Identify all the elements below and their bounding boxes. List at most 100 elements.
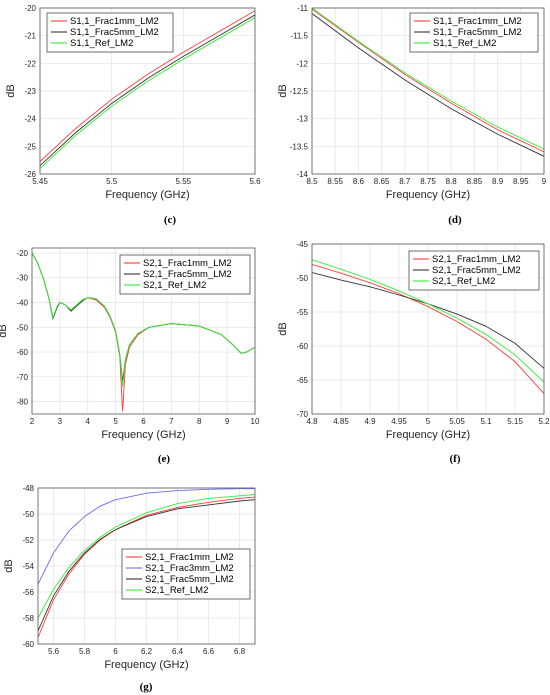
y-axis-label: dB: [5, 84, 17, 97]
legend-box: [408, 250, 540, 291]
x-tick-label: 8.8: [446, 177, 458, 186]
x-tick-label: 8.7: [399, 177, 411, 186]
y-tick-label: -70: [16, 373, 28, 382]
y-tick-label: -11.5: [290, 32, 308, 41]
x-tick-label: 8.75: [420, 177, 436, 186]
y-tick-label: -48: [22, 484, 34, 493]
x-tick-label: 5.05: [449, 417, 465, 426]
x-tick-label: 5.2: [538, 417, 550, 426]
legend-entry: S1,1_Frac5mm_LM2: [70, 27, 159, 38]
chart-panel-g: 5.6 5.8 6 6.2 6.4 6.6 6.8 -60 -58 -56 -54 -52 -50 -48…: [3, 484, 256, 693]
series-line-S2,1_Ref_LM2: [38, 494, 255, 619]
y-tick-label: -70: [296, 410, 308, 419]
series-line-S1,1_Frac5mm_LM2: [312, 13, 544, 157]
y-tick-label: -30: [16, 274, 28, 283]
x-tick-label: 5.45: [32, 177, 48, 186]
y-tick-label: -50: [296, 274, 308, 283]
x-tick-label: 6: [113, 647, 118, 656]
x-axis-label: Frequency (GHz): [104, 659, 188, 671]
y-tick-label: -26: [24, 170, 36, 179]
legend-box: [119, 254, 251, 295]
plot-frame: [37, 487, 256, 645]
y-tick-label: -22: [24, 59, 36, 68]
x-tick-label: 8.65: [374, 177, 390, 186]
x-tick-label: 8.85: [467, 177, 483, 186]
x-tick-label: 6.4: [172, 647, 184, 656]
y-axis-label: dB: [277, 322, 289, 335]
legend-entry: S2,1_Ref_LM2: [432, 276, 495, 287]
plot-frame: [39, 7, 256, 175]
y-axis-label: dB: [0, 324, 9, 337]
series-line-S2,1_Frac5mm_LM2: [38, 499, 255, 632]
legend-entry: S1,1_Frac5mm_LM2: [433, 27, 522, 38]
chart-panel-e: 2 3 4 5 6 7 8 9 10 -80 -70 -60 -50 -40 -30 -20 Frequency…: [0, 247, 260, 465]
legend-entry: S2,1_Frac3mm_LM2: [145, 563, 234, 574]
x-tick-label: 8.6: [353, 177, 365, 186]
legend-entry: S2,1_Frac5mm_LM2: [143, 269, 232, 280]
x-tick-label: 5: [113, 417, 118, 426]
series-line-S2,1_Ref_LM2: [32, 252, 255, 387]
panel-label: (d): [448, 214, 462, 226]
x-axis-label: Frequency (GHz): [105, 189, 189, 201]
x-tick-label: 5.6: [249, 177, 261, 186]
y-axis-label: dB: [277, 84, 289, 97]
y-tick-label: -12: [296, 59, 308, 68]
x-tick-label: 10: [251, 417, 260, 426]
y-tick-label: -25: [24, 142, 36, 151]
x-tick-label: 9: [225, 417, 230, 426]
x-tick-label: 6.2: [141, 647, 153, 656]
x-tick-label: 8.9: [492, 177, 504, 186]
panel-label: (f): [450, 453, 461, 465]
panel-label: (e): [158, 453, 171, 465]
y-tick-label: -40: [16, 299, 28, 308]
series-line-S1,1_Ref_LM2: [40, 17, 255, 169]
x-tick-label: 8.5: [306, 177, 318, 186]
legend-entry: S1,1_Ref_LM2: [70, 38, 133, 49]
y-tick-label: -13.5: [290, 142, 309, 151]
y-tick-label: -20: [16, 249, 28, 258]
panel-label: (g): [140, 681, 153, 693]
y-tick-label: -52: [22, 536, 34, 545]
legend-box: [46, 12, 174, 53]
legend-entry: S2,1_Frac1mm_LM2: [143, 258, 232, 269]
x-tick-label: 2: [30, 417, 35, 426]
legend-entry: S2,1_Ref_LM2: [143, 280, 206, 291]
legend-entry: S1,1_Frac1mm_LM2: [70, 16, 159, 27]
series-line-S1,1_Frac5mm_LM2: [40, 14, 255, 167]
x-tick-label: 7: [169, 417, 174, 426]
x-tick-label: 5.1: [480, 417, 492, 426]
plot-frame: [311, 243, 545, 415]
x-tick-label: 8.95: [513, 177, 529, 186]
y-tick-label: -50: [16, 323, 28, 332]
x-tick-label: 5.8: [79, 647, 91, 656]
y-tick-label: -21: [24, 32, 36, 41]
x-tick-label: 4: [86, 417, 91, 426]
legend: S1,1_Frac1mm_LM2S1,1_Frac5mm_LM2S1,1_Ref…: [409, 12, 539, 53]
y-tick-label: -11: [297, 4, 309, 13]
y-axis-label: dB: [3, 559, 15, 572]
legend-entry: S2,1_Frac1mm_LM2: [432, 254, 521, 265]
x-tick-label: 6.6: [203, 647, 215, 656]
panel-label: (c): [164, 214, 177, 226]
series-line-S1,1_Frac1mm_LM2: [312, 8, 544, 153]
y-tick-label: -80: [16, 398, 28, 407]
y-tick-label: -14: [296, 170, 308, 179]
series-line-S2,1_Frac1mm_LM2: [312, 263, 544, 394]
legend-entry: S1,1_Frac1mm_LM2: [433, 16, 522, 27]
x-axis-label: Frequency (GHz): [386, 189, 470, 201]
x-tick-label: 4.9: [364, 417, 376, 426]
legend: S2,1_Frac1mm_LM2S2,1_Frac5mm_LM2S2,1_Ref…: [408, 250, 540, 291]
legend: S2,1_Frac1mm_LM2S2,1_Frac5mm_LM2S2,1_Ref…: [119, 254, 251, 295]
legend: S1,1_Frac1mm_LM2S1,1_Frac5mm_LM2S1,1_Ref…: [46, 12, 174, 53]
y-tick-label: -23: [24, 87, 36, 96]
plot-frame: [31, 247, 256, 415]
x-tick-label: 5.55: [176, 177, 192, 186]
plot-frame: [311, 7, 545, 175]
x-tick-label: 6: [141, 417, 146, 426]
x-tick-label: 5: [426, 417, 431, 426]
x-tick-label: 5.5: [106, 177, 118, 186]
x-tick-label: 6.8: [234, 647, 246, 656]
y-tick-label: -24: [24, 115, 36, 124]
legend-entry: S2,1_Frac5mm_LM2: [145, 574, 234, 585]
